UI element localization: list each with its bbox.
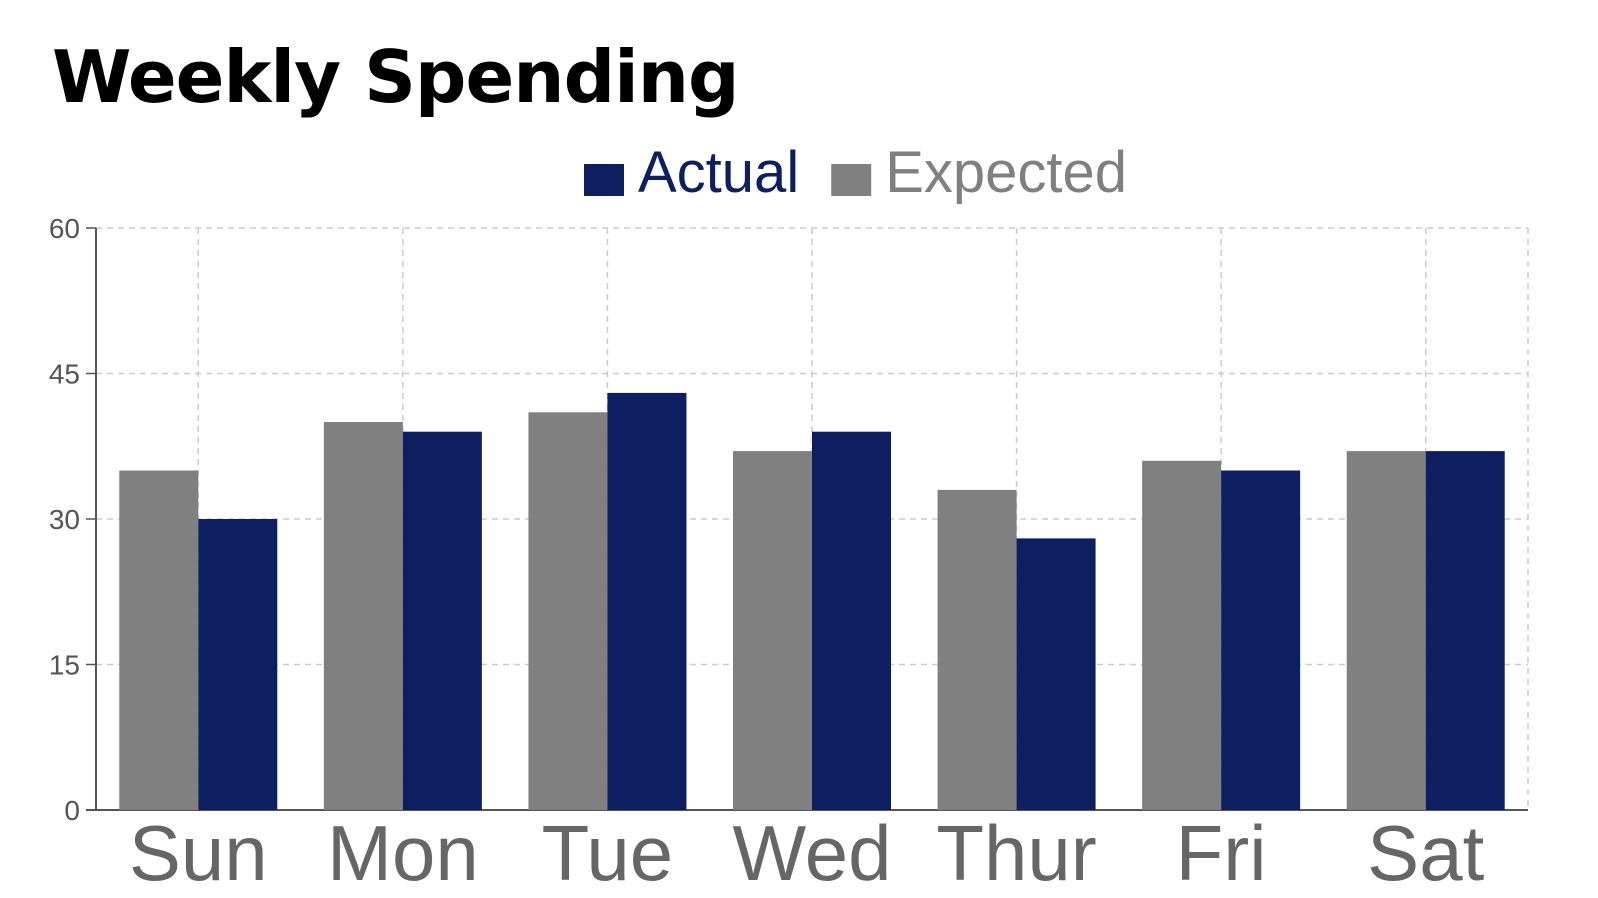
- bar-expected-tue: [528, 412, 608, 810]
- bar-actual-sun: [198, 519, 278, 810]
- bar-actual-fri: [1221, 470, 1301, 810]
- legend: Actual Expected: [584, 140, 1127, 205]
- bar-expected-sun: [119, 470, 199, 810]
- bar-expected-fri: [1142, 460, 1222, 810]
- chart-title: Weekly Spending: [52, 35, 740, 119]
- legend-label-actual: Actual: [638, 140, 799, 205]
- bar-actual-thur: [1016, 538, 1096, 810]
- x-tick-label: Sun: [129, 809, 268, 897]
- bar-expected-sat: [1346, 451, 1426, 810]
- bar-actual-tue: [607, 392, 687, 810]
- y-tick-label: 45: [49, 359, 80, 390]
- y-tick-label: 60: [49, 213, 80, 244]
- bar-actual-mon: [402, 431, 482, 810]
- labels: 0 15 30 45 60 Sun Mon Tue Wed Thur Fri Sat: [49, 213, 1485, 897]
- x-tick-label: Tue: [542, 809, 674, 897]
- x-tick-label: Fri: [1176, 809, 1267, 897]
- x-tick-label: Mon: [327, 809, 479, 897]
- y-tick-label: 30: [49, 504, 80, 535]
- bar-expected-wed: [733, 451, 812, 810]
- bars: [119, 392, 1505, 810]
- x-tick-label: Wed: [733, 809, 892, 897]
- bar-expected-mon: [323, 422, 403, 810]
- legend-label-expected: Expected: [885, 140, 1127, 205]
- bar-actual-wed: [812, 431, 891, 810]
- legend-swatch-expected: [831, 164, 872, 196]
- x-tick-label: Sat: [1367, 809, 1484, 897]
- bar-actual-sat: [1425, 451, 1505, 810]
- y-tick-label: 0: [64, 795, 80, 826]
- legend-swatch-actual: [584, 164, 624, 196]
- x-tick-label: Thur: [936, 809, 1096, 897]
- bar-expected-thur: [937, 489, 1017, 810]
- y-tick-label: 15: [49, 650, 80, 681]
